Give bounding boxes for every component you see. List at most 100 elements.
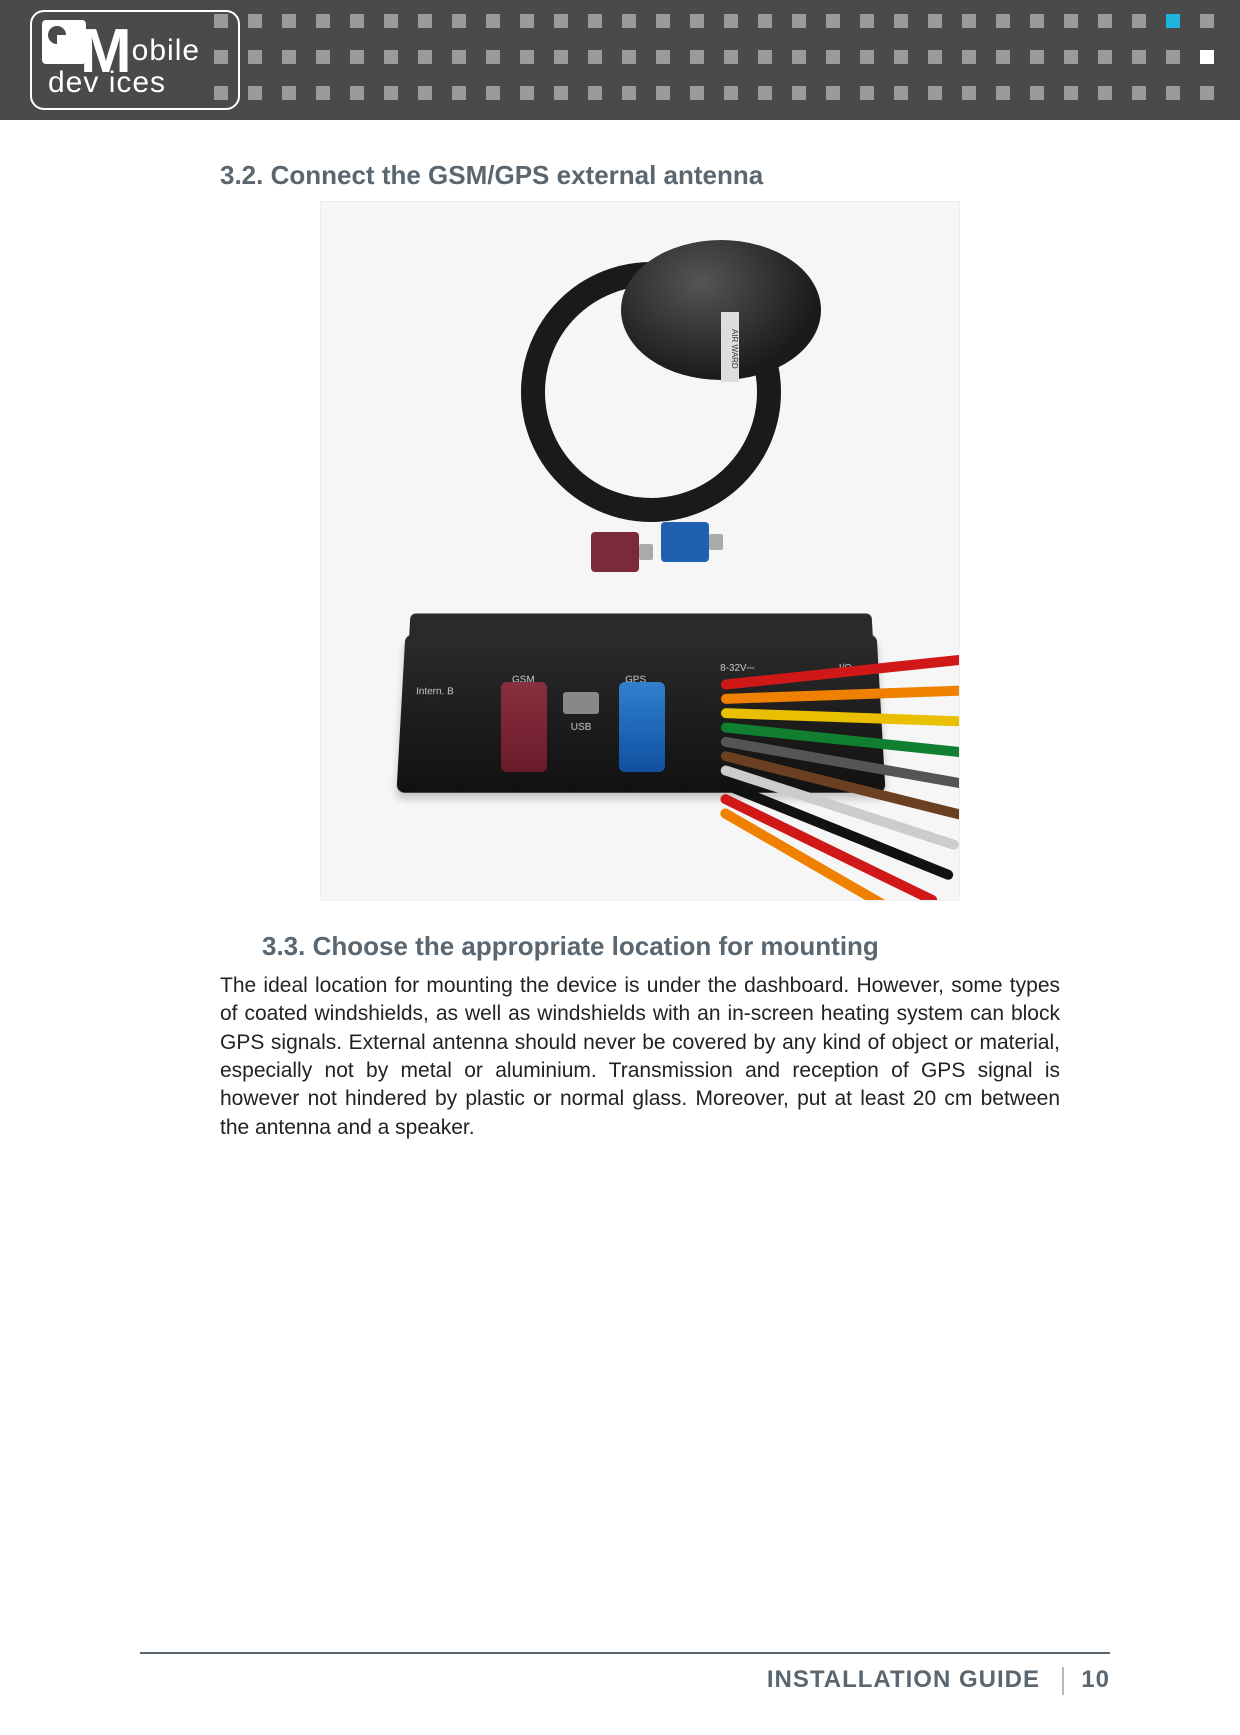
header-dot [928,86,942,100]
header-dot [520,14,534,28]
header-dot [316,86,330,100]
section-3-3-heading: 3.3. Choose the appropriate location for… [220,931,1060,962]
header-dot [860,50,874,64]
section-3-3-body: The ideal location for mounting the devi… [220,972,1060,1142]
page-footer: INSTALLATION GUIDE 10 [140,1652,1110,1695]
header-dot [486,86,500,100]
header-dot [214,14,228,28]
header-dot [1200,14,1214,28]
device-label-usb: USB [571,722,592,733]
io-wire [721,708,960,727]
header-dot [690,50,704,64]
header-dot [894,86,908,100]
header-dot [418,86,432,100]
header-dot [1064,50,1078,64]
antenna-device-figure: AIR WARD Intern. B GSM GPS USB 8-32V⎓ I/… [320,201,960,901]
header-dot [350,50,364,64]
header-dot [554,86,568,100]
header-dot [860,86,874,100]
page-header: M obile dev ices [0,0,1240,120]
header-dot [758,50,772,64]
page-content: 3.2. Connect the GSM/GPS external antenn… [0,120,1240,1142]
footer-divider [1062,1667,1064,1695]
header-dot [860,14,874,28]
section-3-2-heading: 3.2. Connect the GSM/GPS external antenn… [220,160,1060,191]
header-dot [520,50,534,64]
header-dot [928,14,942,28]
header-dot [792,14,806,28]
header-dot [554,14,568,28]
header-dot [1098,14,1112,28]
header-dot [656,86,670,100]
header-dot [894,14,908,28]
header-dot [962,86,976,100]
header-dot [248,86,262,100]
header-dot [622,86,636,100]
header-dot [996,86,1010,100]
header-dot [996,50,1010,64]
device-gsm-port [501,682,547,772]
header-dot [486,14,500,28]
brand-logo: M obile dev ices [30,10,240,110]
header-dot [1132,86,1146,100]
io-wire [720,722,960,759]
header-dot [248,14,262,28]
header-dot [418,14,432,28]
header-dot [588,14,602,28]
header-dot [520,86,534,100]
header-dot [894,50,908,64]
header-dot [282,86,296,100]
device-label-intern: Intern. B [416,686,454,697]
header-dot [452,86,466,100]
header-dot [996,14,1010,28]
header-dot [962,14,976,28]
io-wire [721,685,960,704]
header-dot [622,14,636,28]
brand-logo-top-text: obile [132,34,200,68]
header-dot [622,50,636,64]
header-dot [248,50,262,64]
header-dot [452,14,466,28]
header-dot [282,50,296,64]
header-dot [1200,50,1214,64]
header-dot [690,14,704,28]
header-dot [214,86,228,100]
header-dot [1030,14,1044,28]
header-dot [1166,14,1180,28]
header-dot [418,50,432,64]
header-dot [656,14,670,28]
header-dot [350,14,364,28]
header-dot [1030,86,1044,100]
header-dot-pattern [214,14,1240,100]
header-dot [214,50,228,64]
header-dot [1132,14,1146,28]
header-dot [554,50,568,64]
header-dot [350,86,364,100]
header-dot [690,86,704,100]
antenna-connector-gps [661,522,709,562]
header-dot-row [214,14,1240,28]
header-dot [1098,50,1112,64]
header-dot [758,14,772,28]
footer-title: INSTALLATION GUIDE [767,1666,1040,1693]
header-dot [724,86,738,100]
header-dot [792,50,806,64]
header-dot [384,86,398,100]
header-dot [316,50,330,64]
header-dot [826,14,840,28]
antenna-connector-gsm [591,532,639,572]
device-gps-port [619,682,665,772]
header-dot [792,86,806,100]
header-dot [1064,14,1078,28]
header-dot [928,50,942,64]
device-usb-port [563,692,599,714]
header-dot [384,14,398,28]
header-dot [1200,86,1214,100]
header-dot [962,50,976,64]
brand-logo-letter: M [80,30,132,73]
header-dot [384,50,398,64]
header-dot [316,14,330,28]
header-dot-row [214,50,1240,64]
header-dot [758,86,772,100]
header-dot [486,50,500,64]
